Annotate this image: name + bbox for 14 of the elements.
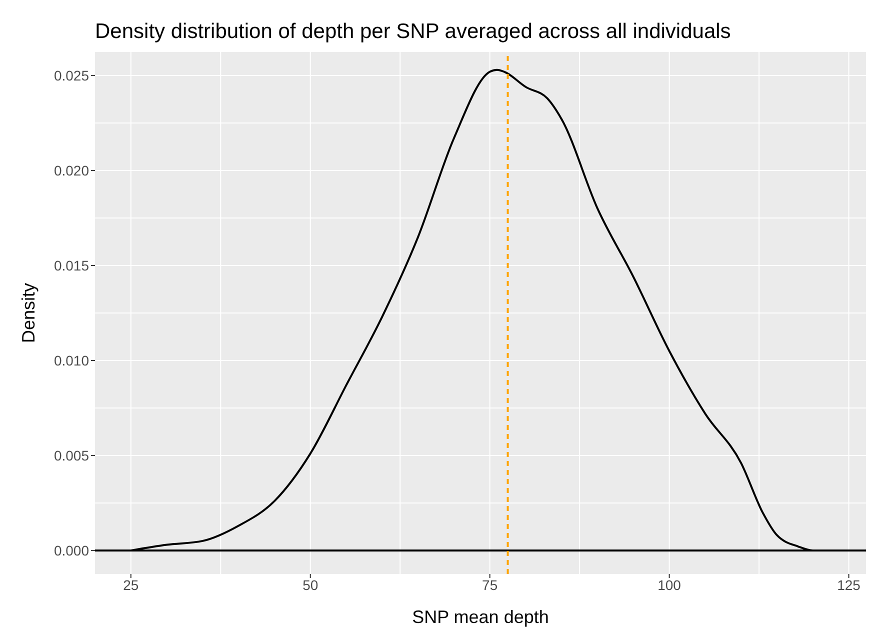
- x-axis-title: SNP mean depth: [412, 607, 549, 627]
- y-tick-label: 0.025: [54, 68, 90, 84]
- y-tick-label: 0.000: [54, 542, 90, 558]
- y-tick-label: 0.010: [54, 352, 90, 368]
- x-tick-label: 125: [837, 576, 861, 593]
- x-tick-label: 100: [658, 576, 682, 593]
- x-tick-label: 75: [482, 576, 498, 593]
- y-tick-label: 0.005: [54, 447, 90, 464]
- x-tick-label: 25: [123, 576, 139, 593]
- x-tick-label: 50: [302, 576, 318, 593]
- y-tick-label: 0.015: [54, 257, 90, 274]
- y-axis-title: Density: [18, 282, 38, 344]
- chart-title: Density distribution of depth per SNP averaged across all individuals: [95, 20, 731, 44]
- y-tick-label: 0.020: [54, 162, 90, 179]
